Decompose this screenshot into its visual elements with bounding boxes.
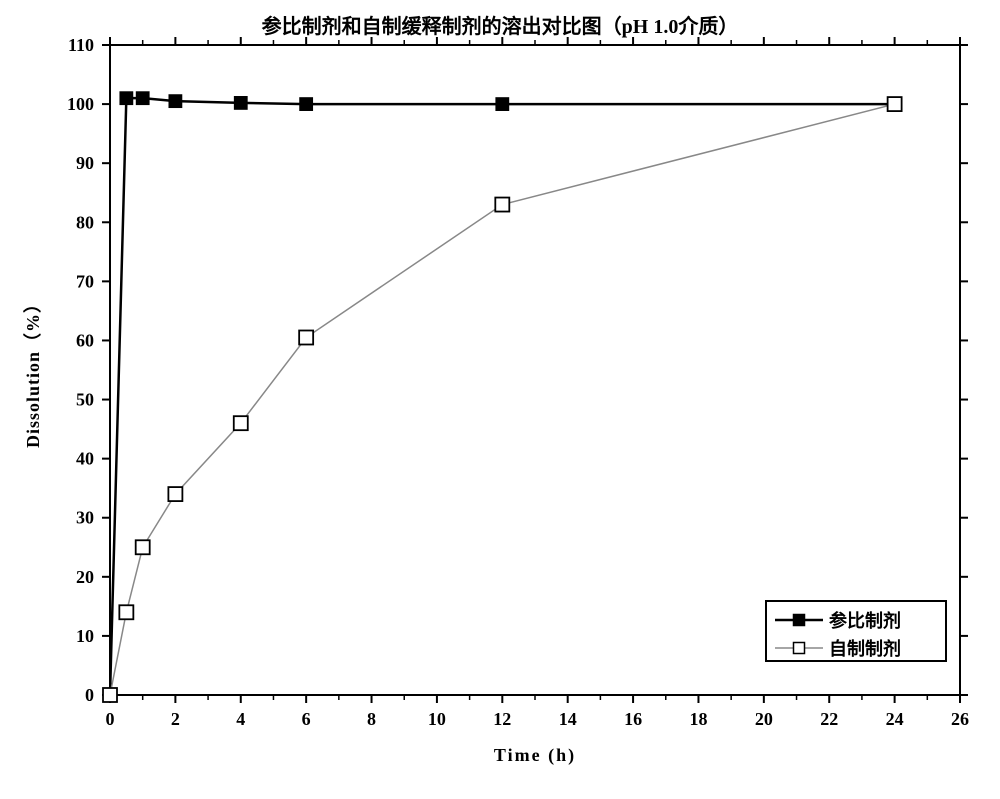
svg-text:0: 0: [85, 685, 94, 705]
svg-text:80: 80: [76, 212, 94, 232]
legend-item: 自制制剂: [775, 635, 937, 661]
svg-text:70: 70: [76, 271, 94, 291]
svg-text:22: 22: [820, 709, 838, 729]
svg-text:50: 50: [76, 390, 94, 410]
plot-area: 0246810121416182022242601020304050607080…: [0, 0, 1000, 799]
legend-swatch: [775, 640, 823, 656]
chart-container: 参比制剂和自制缓释制剂的溶出对比图（pH 1.0介质） 024681012141…: [0, 0, 1000, 799]
legend-label: 参比制剂: [829, 607, 901, 633]
svg-text:40: 40: [76, 449, 94, 469]
svg-text:20: 20: [755, 709, 773, 729]
svg-text:26: 26: [951, 709, 969, 729]
svg-text:4: 4: [236, 709, 245, 729]
svg-text:30: 30: [76, 508, 94, 528]
legend: 参比制剂自制制剂: [765, 600, 947, 662]
svg-text:10: 10: [428, 709, 446, 729]
svg-text:10: 10: [76, 626, 94, 646]
legend-label: 自制制剂: [829, 635, 901, 661]
svg-text:20: 20: [76, 567, 94, 587]
y-axis-label: Dissolution（%）: [19, 46, 45, 696]
svg-text:2: 2: [171, 709, 180, 729]
svg-text:110: 110: [68, 35, 94, 55]
svg-text:18: 18: [689, 709, 707, 729]
svg-text:0: 0: [106, 709, 115, 729]
svg-text:100: 100: [67, 94, 94, 114]
svg-text:12: 12: [493, 709, 511, 729]
x-axis-label: Time (h): [110, 745, 960, 766]
svg-text:16: 16: [624, 709, 642, 729]
legend-item: 参比制剂: [775, 607, 937, 633]
svg-text:24: 24: [886, 709, 904, 729]
svg-text:6: 6: [302, 709, 311, 729]
svg-text:60: 60: [76, 330, 94, 350]
legend-swatch: [775, 612, 823, 628]
svg-text:14: 14: [559, 709, 577, 729]
svg-text:90: 90: [76, 153, 94, 173]
svg-text:8: 8: [367, 709, 376, 729]
